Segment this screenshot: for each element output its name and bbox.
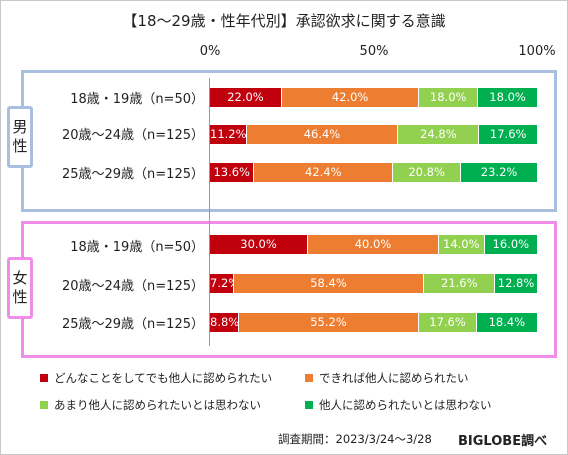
data-label: 17.6% xyxy=(429,315,466,329)
female-group-tag: 女 性 xyxy=(7,257,33,319)
male-tag-char-2: 性 xyxy=(12,137,28,155)
data-label: 21.6% xyxy=(441,276,478,290)
row-label: 18歳・19歳（n=50） xyxy=(70,240,204,255)
data-label: 42.0% xyxy=(331,90,369,104)
bar-segment-4: 17.6% xyxy=(479,125,537,144)
bar-segment-1: 7.2% xyxy=(210,274,240,293)
bar-female-18-19: 30.0% 40.0% 14.0% 16.0% xyxy=(210,235,537,254)
data-label: 12.8% xyxy=(497,276,535,290)
data-label: 24.8% xyxy=(420,127,457,141)
bar-segment-2: 42.4% xyxy=(254,163,394,182)
legend-swatch xyxy=(305,374,313,382)
data-label: 58.4% xyxy=(310,276,347,290)
row-label: 20歳～24歳（n=125） xyxy=(61,279,204,294)
bar-segment-2: 55.2% xyxy=(238,313,420,332)
legend-label: あまり他人に認められたいとは思わない xyxy=(54,398,261,412)
bar-male-25-29: 13.6% 42.4% 20.8% 23.2% xyxy=(210,163,537,182)
bar-segment-1: 30.0% xyxy=(210,235,309,254)
bar-segment-4: 18.4% xyxy=(476,313,537,332)
data-label: 18.0% xyxy=(489,90,526,104)
data-label: 23.2% xyxy=(480,165,518,179)
legend-swatch xyxy=(40,374,48,382)
bar-male-18-19: 22.0% 42.0% 18.0% 18.0% xyxy=(210,88,537,107)
data-label: 22.0% xyxy=(227,90,264,104)
bar-segment-3: 20.8% xyxy=(393,163,462,182)
legend-label: 他人に認められたいとは思わない xyxy=(319,398,492,412)
bar-segment-1: 22.0% xyxy=(210,88,282,107)
bar-segment-4: 18.0% xyxy=(478,88,537,107)
data-label: 40.0% xyxy=(354,237,392,251)
data-label: 8.8% xyxy=(210,315,240,329)
row-label: 20歳～24歳（n=125） xyxy=(61,128,204,143)
data-label: 14.0% xyxy=(443,237,480,251)
female-tag-char-1: 女 xyxy=(12,269,28,287)
legend-item-4: 他人に認められたいとは思わない xyxy=(305,397,492,413)
bar-segment-3: 21.6% xyxy=(424,274,496,293)
bar-segment-3: 17.6% xyxy=(419,313,477,332)
bar-segment-3: 14.0% xyxy=(438,235,485,254)
bar-segment-2: 58.4% xyxy=(233,274,425,293)
legend-item-1: どんなことをしてでも他人に認められたい xyxy=(40,370,272,386)
bar-segment-1: 13.6% xyxy=(210,163,255,182)
legend-item-2: できれば他人に認められたい xyxy=(305,370,469,386)
data-label: 30.0% xyxy=(240,237,277,251)
legend-swatch xyxy=(40,401,48,409)
row-label: 25歳～29歳（n=125） xyxy=(61,167,204,182)
data-label: 7.2% xyxy=(210,276,240,290)
bar-segment-2: 40.0% xyxy=(308,235,439,254)
data-label: 11.2% xyxy=(210,127,247,141)
axis-tick-0: 0% xyxy=(199,44,221,59)
female-tag-char-2: 性 xyxy=(12,288,28,306)
legend-label: できれば他人に認められたい xyxy=(319,371,469,385)
data-label: 55.2% xyxy=(310,315,347,329)
bar-segment-4: 23.2% xyxy=(461,163,537,182)
row-label: 18歳・19歳（n=50） xyxy=(70,92,204,107)
bar-segment-3: 24.8% xyxy=(398,125,480,144)
chart-title: 【18～29歳・性年代別】承認欲求に関する意識 xyxy=(122,12,446,30)
axis-tick-50: 50% xyxy=(359,44,389,59)
bar-segment-4: 16.0% xyxy=(484,235,537,254)
legend-swatch xyxy=(305,401,313,409)
data-label: 18.0% xyxy=(429,90,467,104)
bar-segment-1: 11.2% xyxy=(210,125,247,144)
data-label: 42.4% xyxy=(305,165,342,179)
bar-segment-3: 18.0% xyxy=(419,88,479,107)
male-tag-char-1: 男 xyxy=(12,118,28,136)
data-label: 16.0% xyxy=(492,237,530,251)
bar-male-20-24: 11.2% 46.4% 24.8% 17.6% xyxy=(210,125,537,144)
bar-segment-4: 12.8% xyxy=(495,274,537,293)
row-label: 25歳～29歳（n=125） xyxy=(61,317,204,332)
data-label: 13.6% xyxy=(213,165,250,179)
legend-label: どんなことをしてでも他人に認められたい xyxy=(54,371,273,385)
axis-tick-100: 100% xyxy=(518,44,556,59)
survey-period-note: 調査期間：2023/3/24～3/28 xyxy=(278,432,432,446)
data-label: 18.4% xyxy=(488,315,526,329)
data-label: 20.8% xyxy=(408,165,445,179)
male-group-tag: 男 性 xyxy=(7,106,33,168)
legend-item-3: あまり他人に認められたいとは思わない xyxy=(40,397,261,413)
bar-female-20-24: 7.2% 58.4% 21.6% 12.8% xyxy=(210,274,537,293)
data-label: 46.4% xyxy=(303,127,341,141)
zero-axis-line xyxy=(209,78,210,346)
data-label: 17.6% xyxy=(489,127,527,141)
bar-segment-2: 46.4% xyxy=(246,125,399,144)
bar-segment-2: 42.0% xyxy=(281,88,420,107)
bar-female-25-29: 8.8% 55.2% 17.6% 18.4% xyxy=(210,313,537,332)
bar-segment-1: 8.8% xyxy=(210,313,239,332)
source-brand: BIGLOBE調べ xyxy=(458,434,548,449)
